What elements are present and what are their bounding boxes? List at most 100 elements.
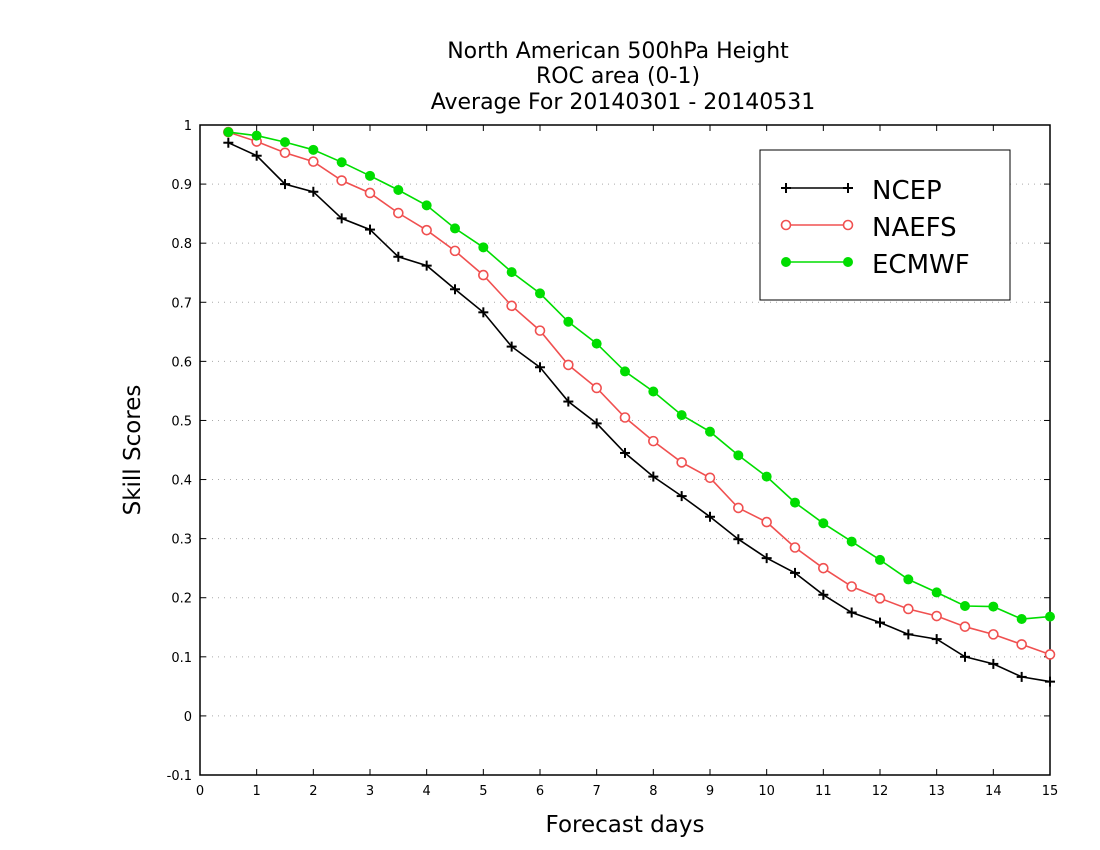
point-ecmwf <box>620 366 630 377</box>
point-ncep <box>931 634 942 645</box>
point-ecmwf <box>223 127 234 138</box>
point-ncep <box>393 251 404 262</box>
axis-ticks: -0.100.10.20.30.40.50.60.70.80.910 1 2 3 4 5 6… <box>167 119 1059 799</box>
y-tick-label: 0 <box>184 710 192 725</box>
legend-label-ncep: NCEP <box>872 176 942 206</box>
point-naefs <box>563 359 574 371</box>
x-tick-label: 7 <box>593 784 601 799</box>
point-ecmwf <box>563 316 574 327</box>
point-ncep <box>676 491 687 502</box>
series-ncep <box>223 137 1055 687</box>
point-naefs <box>1044 649 1056 660</box>
x-tick-label: 13 <box>928 784 945 799</box>
point-ecmwf <box>903 574 914 585</box>
point-naefs <box>846 581 857 592</box>
x-tick-label: 5 <box>479 784 487 799</box>
point-ncep <box>620 447 630 458</box>
point-ncep <box>535 362 545 373</box>
x-tick-label: 3 <box>366 784 374 799</box>
point-ncep <box>336 213 347 224</box>
point-ncep <box>1045 676 1055 687</box>
point-naefs <box>421 224 432 236</box>
y-tick-label: 0.1 <box>171 651 192 666</box>
point-naefs <box>478 269 489 281</box>
y-tick-label: 0.8 <box>171 237 192 252</box>
point-ncep <box>903 629 914 640</box>
point-ecmwf <box>280 137 290 148</box>
y-tick-label: 0.9 <box>171 178 192 193</box>
point-naefs <box>874 593 886 604</box>
y-tick-label: 1 <box>184 119 192 134</box>
legend-label-ecmwf: ECMWF <box>872 250 970 280</box>
point-ecmwf <box>421 200 432 211</box>
series-line-ecmwf <box>228 131 1051 620</box>
x-tick-label: 2 <box>309 784 317 799</box>
point-ecmwf <box>960 601 970 611</box>
point-ncep <box>563 396 574 407</box>
point-ncep <box>648 471 659 482</box>
point-ncep <box>421 260 432 271</box>
point-ecmwf <box>761 471 772 482</box>
point-ecmwf <box>506 267 517 278</box>
series-ecmwf <box>223 127 1055 624</box>
point-naefs <box>733 502 744 514</box>
point-naefs <box>534 325 546 336</box>
point-ncep <box>846 607 857 618</box>
point-naefs <box>988 629 999 640</box>
chart-title-line-2: ROC area (0-1) <box>536 64 700 89</box>
x-tick-label: 14 <box>985 784 1002 799</box>
point-naefs <box>903 603 914 615</box>
point-ecmwf <box>1045 611 1055 622</box>
plot-frame <box>199 124 1051 776</box>
point-ecmwf <box>846 536 857 547</box>
point-ncep <box>251 150 262 161</box>
point-naefs <box>336 175 347 186</box>
point-ecmwf <box>790 497 800 508</box>
point-naefs <box>1016 639 1027 650</box>
point-ecmwf <box>591 338 602 349</box>
legend-marker-ecmwf <box>781 257 791 267</box>
point-ncep <box>365 224 375 235</box>
point-ncep <box>591 418 602 429</box>
point-naefs <box>761 516 772 528</box>
y-tick-label: -0.1 <box>167 769 192 784</box>
y-axis-label: Skill Scores <box>120 385 146 516</box>
point-ecmwf <box>648 386 659 397</box>
series-layer <box>223 126 1056 687</box>
x-tick-label: 9 <box>706 784 714 799</box>
point-naefs <box>931 610 942 622</box>
x-tick-label: 4 <box>423 784 431 799</box>
point-ecmwf <box>705 426 715 437</box>
x-tick-label: 11 <box>815 784 832 799</box>
point-ncep <box>223 137 234 148</box>
point-ecmwf <box>1016 614 1027 624</box>
legend-items <box>780 183 854 267</box>
point-ecmwf <box>931 587 942 598</box>
x-axis-label: Forecast days <box>546 812 705 838</box>
point-ecmwf <box>818 518 829 529</box>
point-naefs <box>704 472 716 484</box>
point-ecmwf <box>336 157 347 168</box>
point-ecmwf <box>535 288 545 299</box>
point-ncep <box>733 534 744 545</box>
point-ncep <box>790 567 800 578</box>
y-tick-label: 0.3 <box>171 533 192 548</box>
point-ecmwf <box>478 242 489 253</box>
point-ncep <box>960 651 970 662</box>
point-naefs <box>648 435 659 447</box>
point-ecmwf <box>875 554 885 565</box>
point-ncep <box>818 589 829 600</box>
point-ecmwf <box>308 144 319 155</box>
legend-marker-ecmwf <box>843 257 853 267</box>
point-naefs <box>676 457 687 468</box>
point-naefs <box>789 542 801 553</box>
point-ncep <box>478 307 489 318</box>
point-ecmwf <box>251 130 262 141</box>
y-tick-label: 0.7 <box>171 296 192 311</box>
legend-marker-ncep <box>843 183 853 193</box>
point-naefs <box>591 382 602 394</box>
legend-marker-naefs <box>780 219 792 231</box>
legend: NCEP NAEFS ECMWF <box>759 149 1011 301</box>
point-naefs <box>506 300 517 312</box>
